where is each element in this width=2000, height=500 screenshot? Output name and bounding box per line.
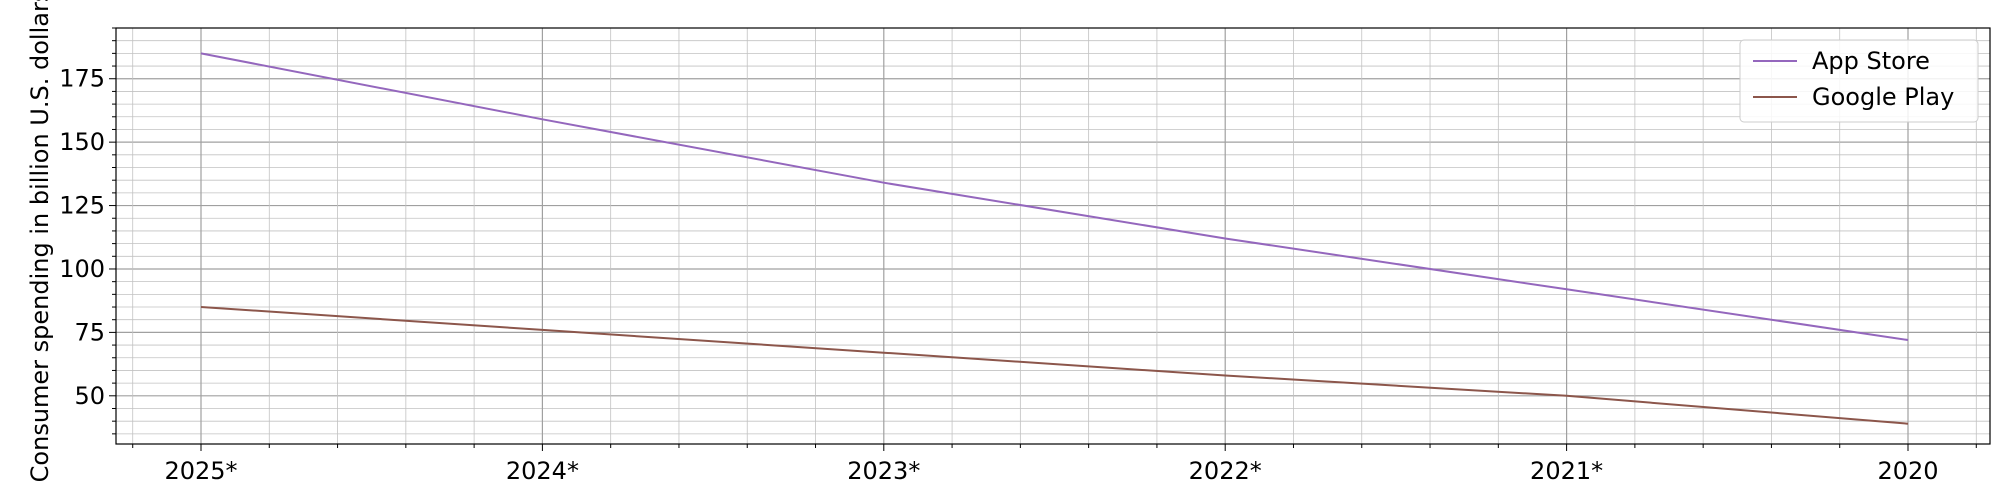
y-tick-label: 150 xyxy=(59,128,105,156)
x-tick-label: 2021* xyxy=(1530,457,1603,485)
y-tick-label: 175 xyxy=(59,65,105,93)
x-tick-label: 2023* xyxy=(847,457,920,485)
x-tick-label: 2020 xyxy=(1877,457,1938,485)
y-tick-label: 50 xyxy=(74,382,105,410)
series-lines xyxy=(200,52,1909,425)
series-line-google-play xyxy=(200,306,1909,425)
x-tick-label: 2024* xyxy=(506,457,579,485)
axis-ticks: 50 75 100 125 150 175 2025* 2024* 2023* 2022* 2021… xyxy=(59,27,1977,485)
x-tick-label: 2025* xyxy=(164,457,237,485)
x-tick-label: 2022* xyxy=(1189,457,1262,485)
legend-label-app-store: App Store xyxy=(1812,47,1930,75)
plot-frame xyxy=(115,27,1991,445)
legend-box xyxy=(1739,39,1979,123)
y-tick-label: 125 xyxy=(59,192,105,220)
y-tick-label: 100 xyxy=(59,255,105,283)
legend-label-google-play: Google Play xyxy=(1812,83,1954,111)
y-tick-label: 75 xyxy=(74,318,105,346)
y-axis-label: Consumer spending in billion U.S. dollar… xyxy=(26,0,54,482)
legend: App Store Google Play xyxy=(1739,39,1979,123)
series-line-app-store xyxy=(200,52,1909,341)
grid xyxy=(116,27,1990,444)
